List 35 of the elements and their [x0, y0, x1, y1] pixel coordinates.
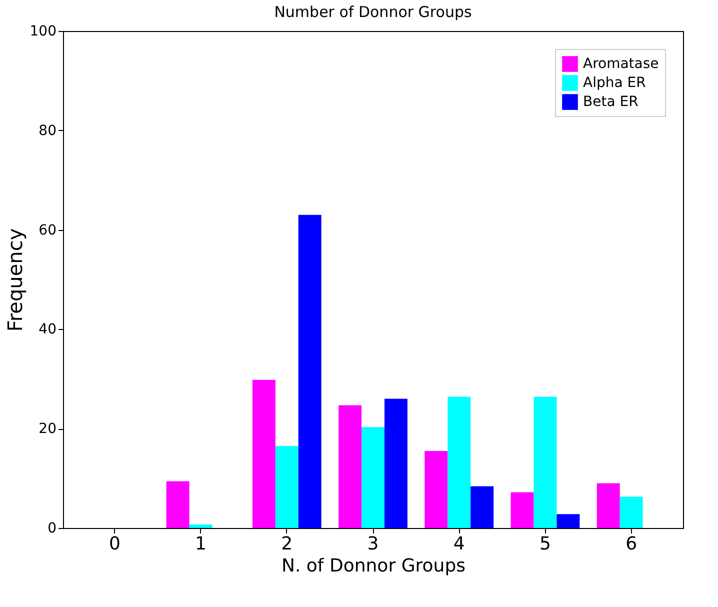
legend-label: Aromatase — [583, 56, 659, 72]
x-tick-label: 3 — [367, 534, 379, 554]
bar — [510, 492, 534, 528]
x-tick-label: 5 — [539, 534, 551, 554]
bar — [620, 496, 643, 528]
chart-title: Number of Donnor Groups — [274, 3, 472, 21]
bar — [556, 514, 580, 528]
y-tick-label: 60 — [38, 222, 56, 238]
bar — [338, 405, 362, 528]
x-tick-label: 1 — [195, 534, 207, 554]
legend-label: Alpha ER — [583, 75, 646, 91]
y-axis-title: Frequency — [2, 228, 27, 332]
y-tick-label: 40 — [38, 322, 56, 338]
x-tick-label: 4 — [453, 534, 465, 554]
bar — [384, 398, 408, 528]
bar — [298, 214, 322, 528]
x-tick-label: 0 — [108, 534, 120, 554]
bar — [534, 396, 557, 528]
x-axis-title: N. of Donnor Groups — [282, 556, 466, 576]
y-tick-label: 0 — [48, 520, 56, 536]
y-tick-label: 100 — [30, 24, 56, 40]
bar — [362, 427, 384, 528]
x-tick-label: 6 — [626, 534, 638, 554]
bar — [424, 450, 448, 528]
bar — [252, 380, 276, 528]
bar — [166, 481, 190, 528]
bar — [596, 483, 620, 528]
legend-label: Beta ER — [583, 94, 639, 110]
x-tick-label: 2 — [281, 534, 293, 554]
bar — [470, 486, 494, 528]
bar — [448, 396, 471, 528]
bar — [275, 446, 298, 528]
y-tick-label: 80 — [38, 122, 56, 139]
y-tick-label: 20 — [38, 421, 56, 438]
bar — [189, 524, 212, 528]
